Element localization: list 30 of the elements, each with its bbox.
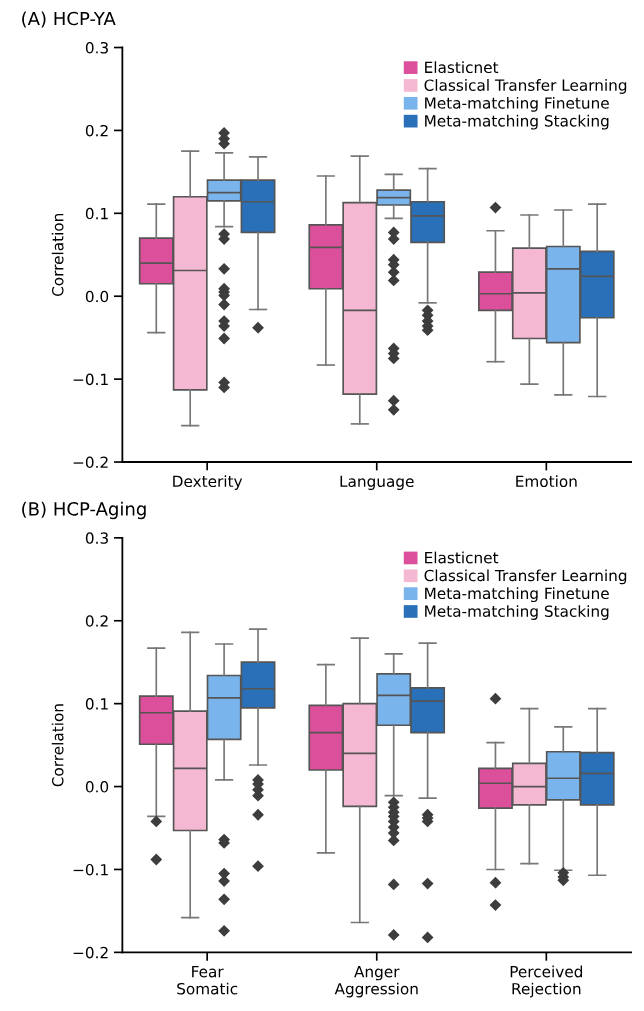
y-tick-label: 0.2 [85, 615, 108, 627]
y-tick-label: 0.1 [85, 207, 108, 220]
legend-label: Meta-matching Finetune [425, 96, 609, 112]
legend-label: Elasticnet [425, 551, 499, 564]
y-tick-label: 0.0 [85, 290, 109, 303]
y-tick-label: 0.1 [85, 698, 108, 710]
y-tick-label: 0.3 [85, 41, 108, 54]
legend-label: Elasticnet [425, 61, 499, 74]
x-tick-label: Emotion [516, 475, 577, 488]
y-tick-label: 0.0 [85, 781, 109, 793]
legend-label: Meta-matching Stacking [425, 605, 609, 620]
chart-title: (B) HCP-Aging [22, 501, 146, 520]
x-tick-label: Dexterity [173, 475, 243, 491]
y-axis-title: Correlation [51, 213, 64, 297]
y-tick-label: −0.2 [73, 946, 108, 959]
legend-label: Classical Transfer Learning [424, 79, 627, 94]
x-tick-label: Fear Somatic [177, 966, 238, 995]
y-tick-label: −0.1 [73, 863, 108, 876]
y-tick-label: −0.1 [73, 373, 108, 386]
legend-label: Meta-matching Stacking [425, 114, 609, 130]
legend-label: Meta-matching Finetune [425, 587, 609, 603]
x-tick-label: Perceived Rejection [510, 965, 583, 998]
y-axis-title: Correlation [51, 704, 64, 787]
x-tick-label: Anger Aggression [334, 966, 418, 998]
y-tick-label: 0.2 [85, 124, 108, 137]
legend-label: Classical Transfer Learning [424, 569, 627, 585]
x-tick-label: Language [340, 475, 414, 491]
chart-title: (A) HCP-YA [22, 11, 116, 28]
y-tick-label: −0.2 [73, 456, 108, 469]
y-tick-label: 0.3 [85, 532, 108, 544]
